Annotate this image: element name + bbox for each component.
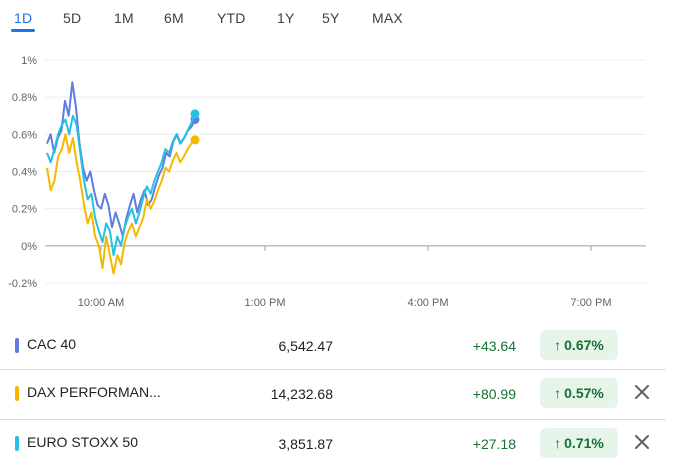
percent-change-value: 0.71%: [564, 435, 604, 451]
index-change: +27.18: [472, 436, 516, 452]
y-tick-label: -0.2%: [8, 278, 37, 290]
close-icon: [635, 435, 649, 449]
tab-1y[interactable]: 1Y: [277, 10, 295, 26]
row-divider: [0, 419, 666, 420]
index-price: 3,851.87: [278, 436, 334, 452]
index-row[interactable]: CAC 40 6,542.47 +43.64 ↑ 0.67%: [0, 320, 674, 368]
series-line-1: [46, 81, 196, 238]
x-tick-label: 1:00 PM: [245, 297, 286, 309]
tab-5d[interactable]: 5D: [63, 10, 82, 26]
tab-1m[interactable]: 1M: [114, 10, 134, 26]
y-tick-label: 0.6%: [12, 129, 37, 141]
y-tick-label: 0.8%: [12, 92, 37, 104]
percent-change-value: 0.67%: [564, 337, 604, 353]
index-row[interactable]: EURO STOXX 50 3,851.87 +27.18 ↑ 0.71%: [0, 418, 674, 466]
active-tab-indicator: [11, 29, 35, 32]
arrow-up-icon: ↑: [554, 337, 562, 353]
index-name: EURO STOXX 50: [27, 434, 139, 450]
percent-change-badge: ↑ 0.71%: [540, 428, 618, 458]
time-range-tabs: 1D 5D 1M 6M YTD 1Y 5Y MAX: [0, 0, 674, 40]
arrow-up-icon: ↑: [554, 385, 562, 401]
index-name: CAC 40: [27, 336, 77, 352]
price-chart: 1% 0.8% 0.6% 0.4% 0.2% 0% -0.2% 10:00 AM 1:00 PM…: [8, 55, 646, 309]
index-change: +80.99: [472, 386, 516, 402]
x-tick-label: 4:00 PM: [408, 297, 449, 309]
percent-change-badge: ↑ 0.57%: [540, 378, 618, 408]
y-tick-label: 0%: [21, 241, 37, 253]
index-price: 6,542.47: [278, 338, 334, 354]
tab-ytd[interactable]: YTD: [217, 10, 246, 26]
remove-index-button[interactable]: [632, 432, 652, 452]
percent-change-value: 0.57%: [564, 385, 604, 401]
remove-index-button[interactable]: [632, 382, 652, 402]
x-tick-label: 10:00 AM: [78, 297, 124, 309]
index-row[interactable]: DAX PERFORMAN... 14,232.68 +80.99 ↑ 0.57%: [0, 368, 674, 416]
series-color-swatch: [15, 386, 19, 401]
x-tick-label: 7:00 PM: [571, 297, 612, 309]
series-color-swatch: [15, 338, 19, 353]
y-tick-label: 1%: [21, 55, 37, 67]
series-end-dot-3: [190, 109, 200, 119]
series-line-2: [46, 133, 196, 275]
index-change: +43.64: [472, 338, 516, 354]
tab-1d[interactable]: 1D: [14, 10, 33, 26]
index-name: DAX PERFORMAN...: [27, 384, 161, 400]
y-tick-label: 0.4%: [12, 167, 37, 179]
tab-6m[interactable]: 6M: [164, 10, 184, 26]
row-divider: [0, 369, 666, 370]
tab-max[interactable]: MAX: [372, 10, 403, 26]
y-tick-label: 0.2%: [12, 204, 37, 216]
arrow-up-icon: ↑: [554, 435, 562, 451]
index-price: 14,232.68: [270, 386, 333, 402]
percent-change-badge: ↑ 0.67%: [540, 330, 618, 360]
series-line-3: [46, 113, 196, 257]
series-color-swatch: [15, 436, 19, 451]
tab-5y[interactable]: 5Y: [322, 10, 340, 26]
series-end-dot-2: [190, 135, 200, 145]
close-icon: [635, 385, 649, 399]
